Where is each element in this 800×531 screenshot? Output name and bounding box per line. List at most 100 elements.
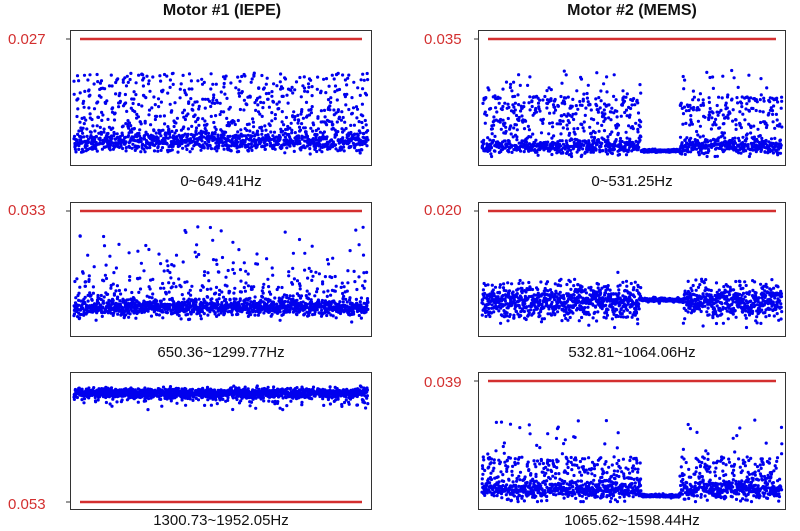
data-point <box>572 293 576 297</box>
data-point <box>212 120 216 125</box>
data-points <box>480 68 784 159</box>
data-point <box>209 104 213 109</box>
data-point <box>509 124 513 128</box>
data-point <box>598 150 602 154</box>
data-point <box>322 290 326 294</box>
data-point <box>503 101 507 105</box>
data-point <box>129 124 133 128</box>
data-point <box>315 149 319 154</box>
data-point <box>517 115 521 120</box>
data-point <box>90 117 94 122</box>
data-point <box>508 313 512 317</box>
data-point <box>355 107 360 111</box>
data-point <box>288 144 292 148</box>
data-point <box>249 313 253 317</box>
data-point <box>776 100 780 104</box>
data-points <box>72 71 370 156</box>
data-point <box>302 75 306 79</box>
data-point <box>236 312 240 316</box>
data-point <box>709 127 713 131</box>
data-point <box>180 293 184 297</box>
data-point <box>179 82 183 86</box>
data-point <box>85 134 89 138</box>
data-point <box>609 118 613 122</box>
data-point <box>638 125 642 129</box>
data-point <box>366 300 370 304</box>
data-point <box>711 123 715 127</box>
data-point <box>316 115 320 119</box>
data-point <box>635 98 639 102</box>
data-point <box>299 95 303 99</box>
data-point <box>595 104 599 108</box>
data-point <box>112 271 116 275</box>
data-point <box>685 136 689 140</box>
data-point <box>129 71 133 75</box>
data-point <box>248 129 252 133</box>
data-point <box>707 96 711 100</box>
data-point <box>545 280 550 284</box>
data-point <box>593 131 597 135</box>
data-point <box>325 294 329 298</box>
data-point <box>349 123 353 127</box>
data-point <box>758 109 762 113</box>
data-point <box>357 313 361 318</box>
data-point <box>602 82 606 86</box>
data-point <box>145 74 149 78</box>
data-point <box>266 97 270 101</box>
data-point <box>74 138 79 142</box>
data-point <box>287 296 291 300</box>
data-point <box>197 252 201 257</box>
data-point <box>103 87 107 91</box>
data-point <box>570 154 574 159</box>
data-point <box>78 234 82 238</box>
data-point <box>240 74 244 79</box>
data-point <box>123 92 127 97</box>
data-point <box>261 295 265 299</box>
data-point <box>701 98 705 102</box>
data-point <box>209 72 213 76</box>
data-point <box>703 115 707 119</box>
data-point <box>568 280 572 284</box>
data-point <box>541 121 545 125</box>
data-point <box>159 286 163 290</box>
data-point <box>269 130 273 134</box>
data-point <box>574 104 578 108</box>
data-point <box>202 273 206 277</box>
data-point <box>250 145 254 149</box>
data-point <box>109 311 113 315</box>
data-point <box>151 292 155 296</box>
data-point <box>529 308 533 312</box>
data-point <box>108 148 112 152</box>
data-point <box>287 274 291 278</box>
data-point <box>294 80 299 84</box>
data-point <box>201 285 205 289</box>
data-point <box>280 110 284 114</box>
data-point <box>770 109 775 113</box>
data-point <box>365 71 369 76</box>
data-point <box>256 103 260 107</box>
data-point <box>210 297 214 301</box>
data-point <box>279 72 283 76</box>
data-point <box>305 302 309 306</box>
data-point <box>747 109 751 113</box>
data-point <box>297 136 301 140</box>
data-point <box>135 112 139 116</box>
data-point <box>168 135 172 139</box>
data-point <box>168 132 172 136</box>
data-point <box>102 279 106 283</box>
data-point <box>300 108 304 112</box>
data-point <box>238 79 242 83</box>
data-point <box>366 78 370 82</box>
data-point <box>213 311 217 315</box>
data-point <box>601 149 605 153</box>
data-point <box>268 309 272 313</box>
data-point <box>91 124 95 128</box>
data-point <box>170 129 174 133</box>
data-point <box>221 141 225 145</box>
data-point <box>571 311 575 315</box>
data-point <box>756 127 760 131</box>
data-point <box>751 106 755 111</box>
data-point <box>570 104 574 108</box>
data-point <box>150 106 154 110</box>
data-point <box>96 301 101 305</box>
